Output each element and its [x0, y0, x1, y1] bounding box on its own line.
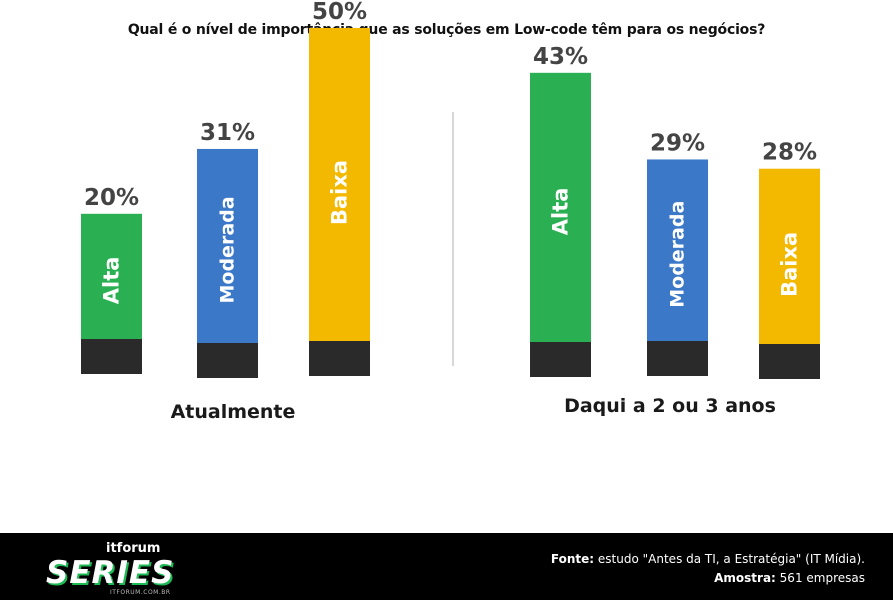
category-label: Moderada	[667, 201, 689, 308]
bar-chart: 20% Alta 31% Moderada 50% Baixa Atualmente 43% A…	[81, 0, 820, 423]
value-label: 29%	[650, 130, 705, 156]
bar-base-moderada-2	[647, 341, 708, 376]
category-label: Alta	[100, 257, 124, 305]
chart-title: Qual é o nível de importância que as sol…	[127, 22, 766, 38]
bar-base-moderada-1	[197, 343, 258, 378]
source-line: Fonte: estudo "Antes da TI, a Estratégia…	[550, 552, 865, 566]
bar-moderada-2	[647, 159, 708, 341]
bar-baixa-2	[759, 168, 820, 344]
value-label: 20%	[84, 185, 139, 211]
value-label: 50%	[312, 0, 367, 25]
value-label: 43%	[533, 44, 588, 70]
category-label: Baixa	[328, 160, 352, 225]
category-label: Alta	[549, 188, 573, 236]
footer-bar: itforum SERIES ITFORUM.COM.BR Fonte: est…	[0, 533, 893, 600]
bar-alta-2	[530, 72, 591, 342]
bar-base-alta-1	[81, 339, 142, 374]
value-label: 28%	[762, 140, 817, 166]
bar-moderada-1	[197, 148, 258, 343]
group-label: Daqui a 2 ou 3 anos	[564, 395, 776, 417]
group-label: Atualmente	[171, 401, 296, 423]
sample-line: Amostra: 561 empresas	[714, 571, 865, 585]
bar-base-baixa-2	[759, 344, 820, 379]
value-label: 31%	[200, 120, 255, 146]
bar-baixa-1	[309, 28, 370, 341]
logo-url: ITFORUM.COM.BR	[110, 589, 171, 596]
bar-alta-1	[81, 213, 142, 339]
category-label: Moderada	[217, 196, 239, 303]
bar-base-alta-2	[530, 342, 591, 377]
logo-itforum: itforum	[106, 541, 161, 556]
source-note: Fonte: estudo "Antes da TI, a Estratégia…	[551, 550, 865, 588]
logo-series: SERIES	[46, 555, 175, 591]
category-label: Baixa	[778, 232, 802, 297]
bar-base-baixa-1	[309, 341, 370, 376]
itforum-series-logo: itforum SERIES ITFORUM.COM.BR	[44, 541, 224, 596]
